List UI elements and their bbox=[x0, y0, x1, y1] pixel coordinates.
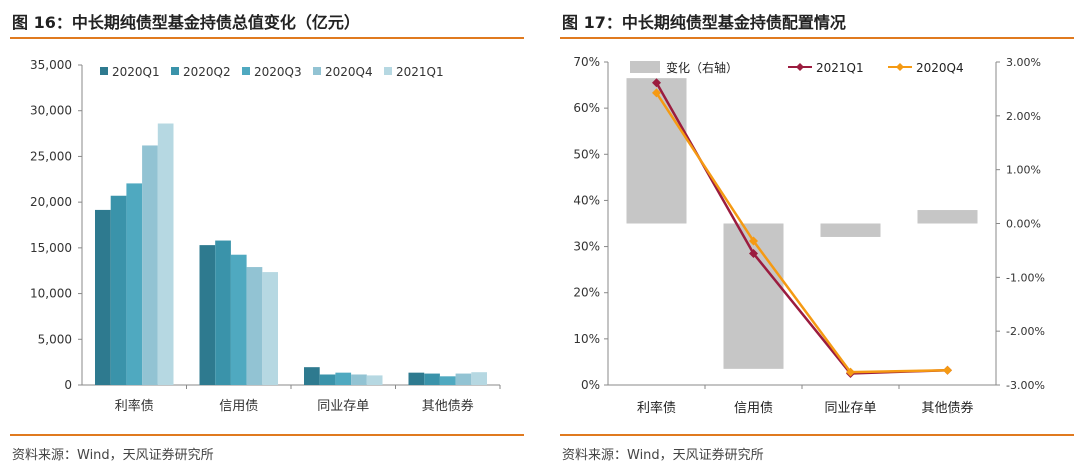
series-line-2021Q1 bbox=[655, 82, 948, 375]
series-marker-2021Q1 bbox=[749, 248, 758, 258]
y-tick-label: 15,000 bbox=[30, 241, 72, 255]
bar-2020Q4 bbox=[246, 267, 263, 385]
chart-source: 资料来源：Wind，天风证券研究所 bbox=[12, 448, 214, 463]
legend-swatch-bars bbox=[630, 61, 660, 73]
series-line-2020Q4 bbox=[655, 92, 948, 374]
chart-source: 资料来源：Wind，天风证券研究所 bbox=[562, 448, 764, 463]
legend-label: 2020Q4 bbox=[325, 65, 373, 79]
title-divider bbox=[10, 37, 524, 39]
legend-swatch bbox=[384, 67, 392, 75]
source-divider bbox=[10, 434, 524, 436]
chart-title: 图 16：中长期纯债型基金持债总值变化（亿元） bbox=[12, 13, 360, 32]
bar-2020Q1 bbox=[95, 209, 111, 385]
y-tick-label: 25,000 bbox=[30, 149, 72, 163]
x-tick-label: 其他债券 bbox=[921, 400, 973, 416]
bar-2020Q2 bbox=[319, 374, 336, 385]
chart-title: 图 17：中长期纯债型基金持债配置情况 bbox=[562, 13, 846, 32]
legend-swatch bbox=[313, 67, 321, 75]
left-tick-label: 20% bbox=[573, 286, 600, 300]
legend-label: 2020Q3 bbox=[254, 65, 302, 79]
x-tick-label: 信用债 bbox=[219, 399, 258, 414]
legend-swatch bbox=[100, 67, 108, 75]
series-marker-2020Q4 bbox=[846, 367, 855, 377]
right-tick-label: -2.00% bbox=[1006, 325, 1045, 338]
change-bar bbox=[723, 223, 784, 369]
bar-2020Q1 bbox=[199, 245, 216, 385]
y-tick-label: 10,000 bbox=[30, 287, 72, 301]
title-divider bbox=[560, 37, 1074, 39]
bar-2020Q3 bbox=[335, 372, 352, 385]
bar-2020Q4 bbox=[351, 374, 367, 385]
right-tick-label: 0.00% bbox=[1006, 218, 1041, 231]
series-marker-2021Q1 bbox=[652, 78, 661, 88]
legend-label: 2021Q1 bbox=[396, 65, 444, 79]
y-tick-label: 20,000 bbox=[30, 195, 72, 209]
bar-2020Q3 bbox=[439, 376, 456, 385]
bar-2021Q1 bbox=[262, 272, 278, 385]
y-tick-label: 35,000 bbox=[30, 58, 72, 72]
bar-2020Q1 bbox=[408, 372, 425, 385]
x-tick-label: 其他债券 bbox=[422, 398, 474, 414]
left-tick-label: 50% bbox=[573, 147, 600, 161]
right-tick-label: 1.00% bbox=[1006, 164, 1041, 177]
bar-2021Q1 bbox=[471, 372, 487, 385]
bar-2020Q4 bbox=[455, 373, 472, 385]
x-tick-label: 利率债 bbox=[115, 398, 154, 414]
left-tick-label: 0% bbox=[581, 378, 600, 392]
change-bar bbox=[917, 210, 978, 224]
legend-marker bbox=[796, 63, 804, 71]
x-tick-label: 同业存单 bbox=[824, 401, 876, 416]
left-tick-label: 30% bbox=[573, 240, 600, 254]
y-tick-label: 30,000 bbox=[30, 104, 72, 118]
chart-panel-bond-holdings: 图 16：中长期纯债型基金持债总值变化（亿元） 0 5,000 10,000 15,0… bbox=[0, 0, 530, 472]
bond-holdings-chart: 0 5,000 10,000 15,000 20,000 25,000 30,000 35,0… bbox=[30, 58, 501, 414]
x-tick-label: 同业存单 bbox=[317, 399, 369, 414]
bar-2020Q3 bbox=[126, 183, 143, 385]
left-tick-label: 10% bbox=[573, 332, 600, 346]
bar-2020Q3 bbox=[230, 254, 247, 385]
bar-2020Q2 bbox=[215, 240, 231, 385]
series-marker-2020Q4 bbox=[652, 88, 661, 98]
legend-swatch bbox=[242, 67, 250, 75]
legend-label: 2020Q4 bbox=[916, 61, 964, 75]
bar-2020Q4 bbox=[142, 145, 158, 385]
series-marker-2020Q4 bbox=[943, 365, 952, 375]
bond-allocation-chart: 0% 10% 20% 30% 40% 50% 60% 70% -3.00% -2.00% -1.00… bbox=[573, 55, 1045, 416]
bar-2021Q1 bbox=[366, 375, 383, 385]
bar-2020Q1 bbox=[304, 367, 320, 385]
legend-label: 2020Q1 bbox=[112, 65, 160, 79]
x-tick-label: 信用债 bbox=[734, 401, 773, 416]
y-tick-label: 5,000 bbox=[38, 332, 72, 346]
series-marker-2020Q4 bbox=[749, 236, 758, 246]
bar-2020Q2 bbox=[424, 373, 440, 385]
left-tick-label: 60% bbox=[573, 101, 600, 115]
right-tick-label: 3.00% bbox=[1006, 56, 1041, 69]
legend-label: 2020Q2 bbox=[183, 65, 231, 79]
legend-label: 变化（右轴） bbox=[666, 60, 738, 75]
y-tick-label: 0 bbox=[64, 378, 72, 392]
right-tick-label: -1.00% bbox=[1006, 271, 1045, 284]
legend-marker bbox=[896, 63, 904, 71]
source-divider bbox=[560, 434, 1074, 436]
chart-panel-bond-allocation: 图 17：中长期纯债型基金持债配置情况 0% 10% 20% 30% 40% 50% 60%… bbox=[550, 0, 1080, 472]
x-tick-label: 利率债 bbox=[637, 400, 676, 416]
left-tick-label: 70% bbox=[573, 55, 600, 69]
legend-label: 2021Q1 bbox=[816, 61, 864, 75]
legend-swatch bbox=[171, 67, 179, 75]
bar-2020Q2 bbox=[110, 195, 127, 385]
bar-2021Q1 bbox=[157, 123, 174, 385]
change-bar bbox=[626, 78, 687, 224]
right-tick-label: 2.00% bbox=[1006, 110, 1041, 123]
change-bar bbox=[820, 223, 881, 237]
left-tick-label: 40% bbox=[573, 193, 600, 207]
right-tick-label: -3.00% bbox=[1006, 379, 1045, 392]
